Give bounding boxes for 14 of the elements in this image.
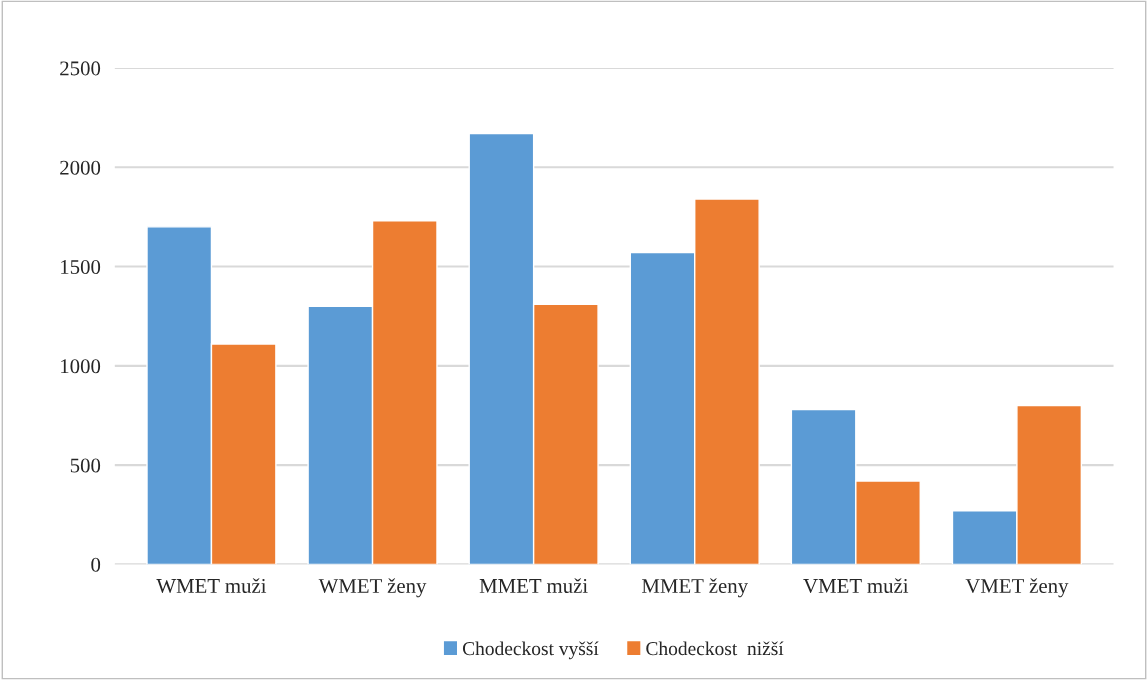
y-tick-label: 2500 bbox=[60, 61, 101, 76]
y-tick-label: 1500 bbox=[61, 259, 101, 274]
y-tick-label: 0 bbox=[91, 557, 101, 572]
x-tick-label: WMET muži bbox=[156, 578, 267, 594]
x-tick-label: VMET ženy bbox=[965, 578, 1069, 598]
legend-label: Chodeckost nižší bbox=[646, 641, 784, 656]
legend-label: Chodeckost vyšší bbox=[462, 641, 599, 660]
y-tick-label: 1000 bbox=[61, 359, 101, 374]
x-tick-label: MMET ženy bbox=[641, 578, 748, 598]
x-tick-label: WMET ženy bbox=[318, 578, 427, 598]
y-tick-label: 2000 bbox=[60, 160, 101, 175]
x-tick-label: MMET muži bbox=[479, 578, 588, 593]
x-tick-label: VMET muži bbox=[803, 578, 909, 594]
y-tick-label: 500 bbox=[70, 458, 101, 473]
